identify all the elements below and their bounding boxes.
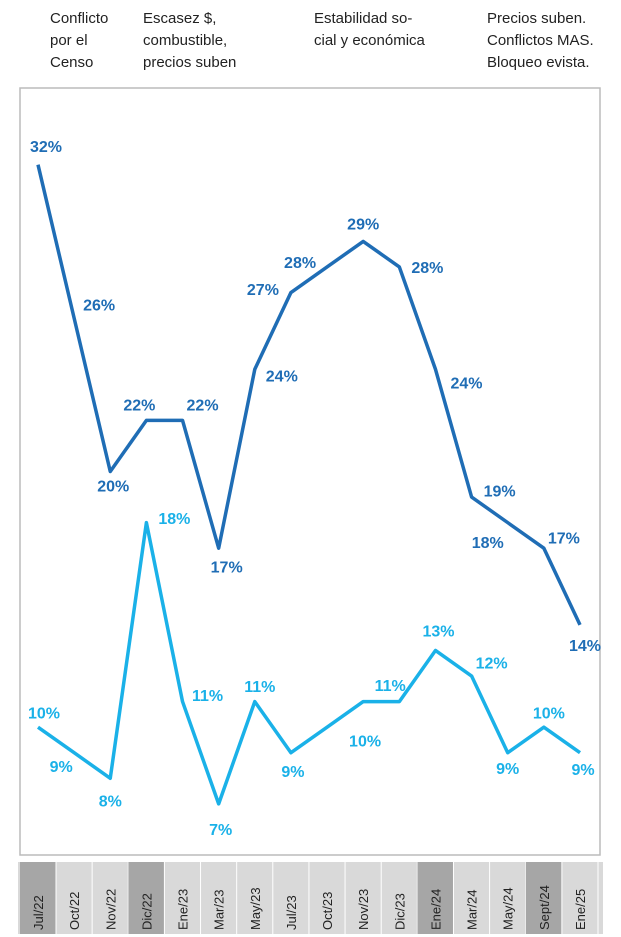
plot-frame <box>19 87 601 856</box>
x-tick-label: Oct/22 <box>67 892 82 930</box>
x-tick-label: Oct/23 <box>320 892 335 930</box>
data-label: 12% <box>476 655 508 672</box>
x-tick-label: Dic/23 <box>392 893 407 930</box>
x-tick-label: Ene/24 <box>428 889 443 930</box>
x-tick-label: Jul/22 <box>31 895 46 930</box>
x-tick-label: Ene/23 <box>176 889 191 930</box>
x-tick-label: Jul/23 <box>284 895 299 930</box>
annotation: por el <box>50 32 88 49</box>
annotation: Censo <box>50 54 93 71</box>
x-tick-label: Dic/22 <box>139 893 154 930</box>
line <box>36 164 582 626</box>
line <box>36 520 582 806</box>
data-label: 8% <box>99 794 122 811</box>
annotation: combustible, <box>143 32 227 49</box>
data-label: 19% <box>484 483 516 500</box>
x-band-highlight <box>525 862 562 934</box>
data-label: 17% <box>548 530 580 547</box>
data-label: 24% <box>450 375 482 392</box>
annotation: Bloqueo evista. <box>487 54 590 71</box>
x-tick-label: Ene/25 <box>573 889 588 930</box>
x-tick-label: Nov/23 <box>356 889 371 930</box>
data-label: 20% <box>97 479 129 496</box>
data-label: 22% <box>123 398 155 415</box>
annotation: Escasez $, <box>143 10 216 27</box>
data-label: 9% <box>281 764 304 781</box>
annotation: Conflictos MAS. <box>487 32 594 49</box>
data-label: 11% <box>192 688 223 705</box>
annotation: Precios suben. <box>487 10 586 27</box>
x-tick-label: Nov/22 <box>103 889 118 930</box>
data-label: 7% <box>209 822 232 839</box>
annotation: cial y económica <box>314 32 426 49</box>
data-label: 9% <box>496 761 519 778</box>
data-label: 24% <box>266 368 298 385</box>
data-label: 28% <box>411 260 443 277</box>
data-label: 27% <box>247 282 279 299</box>
data-label: 26% <box>83 297 115 314</box>
data-label: 11% <box>244 679 275 696</box>
data-label: 9% <box>571 762 594 779</box>
x-tick-label: May/23 <box>248 887 263 930</box>
data-label: 28% <box>284 255 316 272</box>
x-band-highlight <box>20 862 56 934</box>
x-axis-band <box>18 862 603 934</box>
data-label: 17% <box>211 559 243 576</box>
data-label: 22% <box>187 398 219 415</box>
annotation: Estabilidad so- <box>314 10 412 27</box>
data-label: 11% <box>375 678 406 695</box>
data-label: 18% <box>472 535 504 552</box>
data-label: 14% <box>569 638 601 655</box>
data-label: 10% <box>533 705 565 722</box>
x-band-highlight <box>128 862 165 934</box>
data-label: 13% <box>422 624 454 641</box>
x-tick-label: May/24 <box>501 887 516 930</box>
x-tick-label: Mar/24 <box>465 890 480 930</box>
x-band-highlight <box>417 862 454 934</box>
data-label: 10% <box>28 705 60 722</box>
data-label: 9% <box>50 759 73 776</box>
data-label: 32% <box>30 139 62 156</box>
x-tick-label: Mar/23 <box>212 890 227 930</box>
annotation: precios suben <box>143 54 236 71</box>
annotation: Conflicto <box>50 10 108 27</box>
x-tick-label: Sept/24 <box>537 885 552 930</box>
data-label: 18% <box>158 511 190 528</box>
data-label: 10% <box>349 733 381 750</box>
data-label: 29% <box>347 217 379 234</box>
